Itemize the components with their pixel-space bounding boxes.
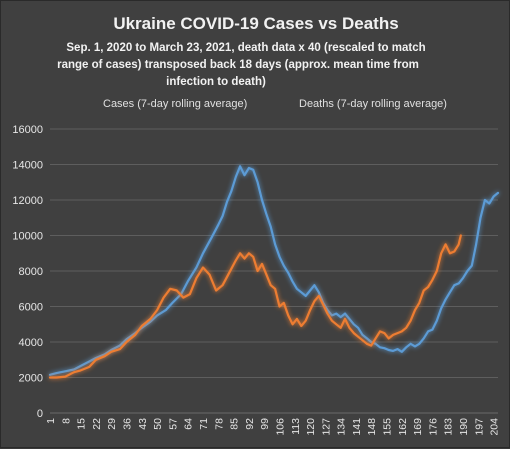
y-tick-label: 0 bbox=[37, 408, 43, 420]
x-tick-label: 1 bbox=[45, 418, 57, 424]
x-tick-label: 64 bbox=[183, 418, 195, 430]
x-tick-label: 113 bbox=[290, 418, 302, 435]
x-tick-label: 99 bbox=[259, 418, 271, 430]
x-tick-label: 43 bbox=[137, 418, 149, 430]
x-tick-label: 190 bbox=[458, 418, 470, 436]
chart-title: Ukraine COVID-19 Cases vs Deaths bbox=[113, 14, 398, 33]
x-tick-label: 197 bbox=[473, 418, 485, 436]
y-tick-label: 2000 bbox=[19, 373, 43, 385]
y-tick-label: 16000 bbox=[12, 124, 43, 136]
x-tick-label: 106 bbox=[274, 418, 286, 436]
x-tick-label: 15 bbox=[76, 418, 88, 430]
x-axis: 1 8 15 22 29 36 43 50 57 64 71 78 85 92 99 106 113 120 127… bbox=[45, 412, 501, 436]
x-tick-label: 92 bbox=[244, 418, 256, 430]
x-tick-label: 78 bbox=[213, 418, 225, 430]
y-tick-label: 6000 bbox=[19, 302, 43, 314]
series-lines bbox=[48, 165, 500, 379]
series-line-cases bbox=[48, 165, 500, 376]
chart-subtitle-line-2: range of cases) transposed back 18 days … bbox=[57, 59, 419, 71]
y-tick-label: 10000 bbox=[12, 231, 43, 243]
x-tick-label: 148 bbox=[366, 418, 378, 436]
chart-subtitle-line-3: infection to death) bbox=[166, 76, 266, 88]
legend-label-deaths: Deaths (7-day rolling average) bbox=[299, 98, 447, 110]
x-tick-label: 162 bbox=[397, 418, 409, 436]
y-tick-label: 4000 bbox=[19, 337, 43, 349]
x-tick-label: 36 bbox=[121, 418, 133, 430]
x-tick-label: 120 bbox=[305, 418, 317, 436]
chart-subtitle-line-1: Sep. 1, 2020 to March 23, 2021, death da… bbox=[66, 42, 425, 54]
legend-label-cases: Cases (7-day rolling average) bbox=[103, 98, 247, 110]
x-tick-label: 71 bbox=[198, 418, 210, 430]
x-tick-label: 8 bbox=[60, 418, 72, 424]
x-tick-label: 204 bbox=[489, 418, 501, 436]
gridlines bbox=[50, 128, 498, 414]
x-tick-label: 85 bbox=[229, 418, 241, 430]
y-tick-label: 12000 bbox=[12, 195, 43, 207]
series-line-deaths bbox=[48, 234, 462, 379]
y-axis: 0 2000 4000 6000 8000 10000 12000 14000 16000 bbox=[12, 124, 43, 420]
x-tick-label: 155 bbox=[382, 418, 394, 436]
x-tick-label: 29 bbox=[106, 418, 118, 430]
x-tick-label: 176 bbox=[427, 418, 439, 436]
y-tick-label: 8000 bbox=[19, 266, 43, 278]
y-tick-label: 14000 bbox=[12, 160, 43, 172]
chart-legend: Cases (7-day rolling average) Deaths (7-… bbox=[73, 98, 447, 110]
x-tick-label: 50 bbox=[152, 418, 164, 430]
x-tick-label: 141 bbox=[351, 418, 363, 436]
x-tick-label: 57 bbox=[167, 418, 179, 430]
x-tick-label: 183 bbox=[443, 418, 455, 436]
x-tick-label: 169 bbox=[412, 418, 424, 436]
x-tick-label: 134 bbox=[336, 418, 348, 436]
x-tick-label: 127 bbox=[320, 418, 332, 436]
x-tick-label: 22 bbox=[91, 418, 103, 430]
